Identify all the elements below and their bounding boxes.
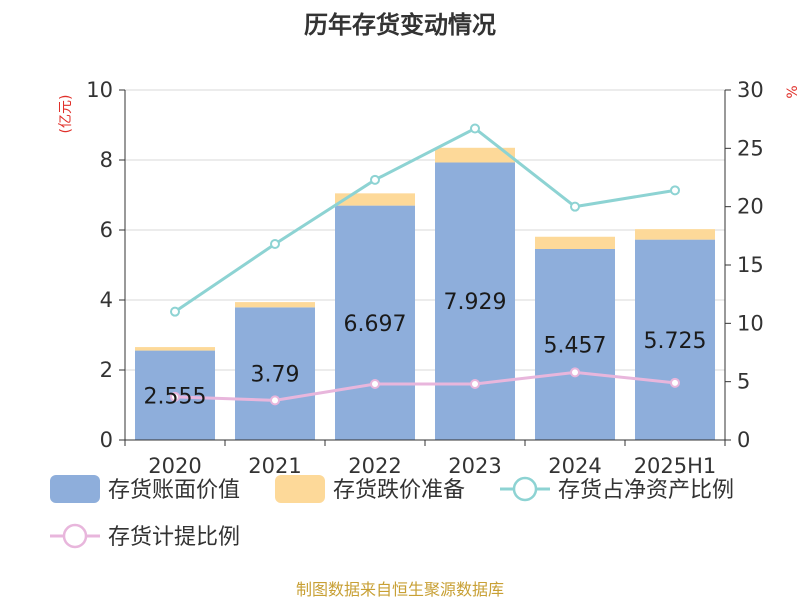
left-tick-label: 6 bbox=[100, 218, 113, 242]
right-tick-label: 25 bbox=[737, 136, 764, 160]
left-tick-label: 10 bbox=[86, 78, 113, 102]
legend-label: 存货占净资产比例 bbox=[558, 478, 734, 503]
gridlines bbox=[125, 89, 725, 371]
series-point bbox=[670, 185, 680, 196]
series-point bbox=[270, 239, 280, 249]
data-labels: 2.555 3.79 6.697 7.929 5.457 5.725 bbox=[144, 290, 707, 409]
series-point bbox=[470, 123, 480, 134]
bar-segment bbox=[535, 249, 615, 440]
x-tick-label: 2023 bbox=[448, 454, 501, 478]
bar-segment bbox=[635, 239, 715, 440]
series-point bbox=[170, 391, 180, 402]
right-tick-label: 30 bbox=[737, 78, 764, 102]
series-point bbox=[370, 174, 380, 185]
bar-value-label: 2.555 bbox=[144, 384, 207, 409]
right-tick-label: 10 bbox=[737, 311, 764, 335]
bar-value-label: 5.457 bbox=[544, 334, 607, 359]
left-tick-label: 2 bbox=[100, 358, 113, 382]
x-tick-label: 2024 bbox=[548, 454, 601, 478]
legend-marker bbox=[62, 523, 88, 549]
bar-value-label: 3.79 bbox=[251, 363, 300, 388]
legend-label: 存货账面价值 bbox=[108, 478, 240, 503]
left-axis-unit: (亿元) bbox=[58, 95, 74, 134]
chart-title: 历年存货变动情况 bbox=[304, 11, 496, 39]
bar-segment bbox=[435, 147, 515, 163]
bar-segment bbox=[335, 193, 415, 206]
series-point bbox=[370, 379, 380, 389]
x-tick-label: 2022 bbox=[348, 454, 401, 478]
left-tick-label: 4 bbox=[100, 288, 113, 312]
series-line bbox=[174, 126, 676, 313]
bar-segment bbox=[435, 162, 515, 441]
legend-label: 存货计提比例 bbox=[108, 525, 240, 550]
left-tick-label: 0 bbox=[100, 428, 113, 452]
right-axis-unit: % bbox=[785, 85, 800, 98]
series-point bbox=[270, 395, 280, 406]
series-point bbox=[570, 201, 580, 212]
series-line bbox=[174, 370, 676, 402]
series-point bbox=[470, 379, 480, 389]
series-point bbox=[170, 306, 180, 317]
x-tick-label: 2025H1 bbox=[634, 454, 717, 478]
bar-segment bbox=[535, 236, 615, 250]
series-point bbox=[670, 377, 680, 388]
bar-value-label: 7.929 bbox=[444, 290, 507, 315]
right-tick-label: 20 bbox=[737, 195, 764, 219]
left-tick-label: 8 bbox=[100, 148, 113, 172]
series-point bbox=[570, 367, 580, 378]
bar-segment bbox=[235, 302, 315, 308]
legend-label: 存货跌价准备 bbox=[333, 478, 465, 503]
legend-swatch bbox=[50, 475, 100, 503]
bar-segment bbox=[335, 205, 415, 440]
bar-segment bbox=[135, 347, 215, 351]
bars bbox=[135, 147, 715, 441]
right-tick-label: 0 bbox=[737, 428, 750, 452]
x-tick-label: 2021 bbox=[248, 454, 301, 478]
right-tick-label: 5 bbox=[737, 370, 750, 394]
right-tick-label: 15 bbox=[737, 253, 764, 277]
legend-swatch bbox=[275, 475, 325, 503]
bar-segment bbox=[635, 229, 715, 240]
axes: 0 2 4 6 8 10 0 5 10 15 20 25 30 2020 2021 2022 2023 2024 2… bbox=[86, 78, 763, 478]
source-note: 制图数据来自恒生聚源数据库 bbox=[296, 580, 504, 599]
x-tick-label: 2020 bbox=[148, 454, 201, 478]
legend-marker bbox=[512, 476, 538, 502]
bar-value-label: 5.725 bbox=[644, 329, 707, 354]
lines bbox=[170, 123, 680, 406]
bar-value-label: 6.697 bbox=[344, 312, 407, 337]
bar-segment bbox=[235, 307, 315, 440]
